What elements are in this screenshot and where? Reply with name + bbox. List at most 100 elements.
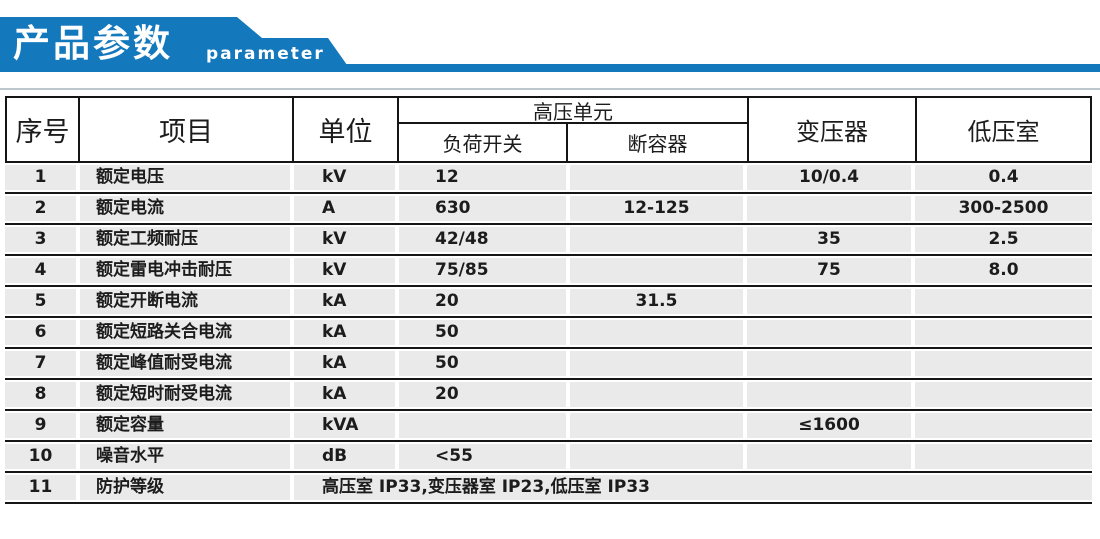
page-subtitle: parameter [206,44,325,64]
cell-lv-room [915,289,1092,314]
cell-lv-room [915,444,1092,469]
cell-unit: A [294,196,395,221]
table-row: 7 额定峰值耐受电流 kA 50 [5,349,1092,380]
page-title: 产品参数 [13,22,173,65]
table-row: 4 额定雷电冲击耐压 kV 75/85 75 8.0 [5,256,1092,287]
divider-line [0,88,1100,90]
cell-transformer [747,196,911,221]
cell-breaker [570,258,743,283]
cell-breaker [570,227,743,252]
cell-load-switch: 75/85 [399,258,566,283]
cell-unit: kA [294,320,395,345]
cell-load-switch: 12 [399,165,566,190]
cell-item: 额定雷电冲击耐压 [80,258,290,283]
cell-breaker [570,320,743,345]
cell-load-switch: 630 [399,196,566,221]
table-row: 6 额定短路关合电流 kA 50 [5,318,1092,349]
cell-no: 5 [5,289,76,314]
header-col-hv-unit: 高压单元 [399,98,747,124]
cell-item: 额定峰值耐受电流 [80,351,290,376]
cell-lv-room: 8.0 [915,258,1092,283]
cell-unit: kV [294,227,395,252]
table-header: 序号 项目 单位 高压单元 负荷开关 断容器 变压器 低压室 [5,96,1092,163]
header-col-no: 序号 [7,98,80,161]
cell-transformer [747,444,911,469]
cell-unit: kA [294,351,395,376]
table-row: 3 额定工频耐压 kV 42/48 35 2.5 [5,225,1092,256]
cell-transformer: ≤1600 [747,413,911,438]
cell-item: 防护等级 [80,475,290,500]
cell-load-switch: 50 [399,351,566,376]
cell-load-switch [399,413,566,438]
cell-load-switch: <55 [399,444,566,469]
cell-unit: kVA [294,413,395,438]
header-group-hv-unit: 高压单元 负荷开关 断容器 [399,98,749,161]
cell-lv-room [915,320,1092,345]
table-row: 5 额定开断电流 kA 20 31.5 [5,287,1092,318]
cell-item: 额定短时耐受电流 [80,382,290,407]
header-col-transformer: 变压器 [749,98,917,161]
table-body: 1 额定电压 kV 12 10/0.4 0.4 2 额定电流 A 630 12-125 300-250… [5,163,1092,504]
cell-transformer: 75 [747,258,911,283]
cell-load-switch: 42/48 [399,227,566,252]
table-row: 2 额定电流 A 630 12-125 300-2500 [5,194,1092,225]
banner-shape [0,17,1100,90]
cell-item: 额定容量 [80,413,290,438]
cell-transformer [747,320,911,345]
cell-lv-room [915,382,1092,407]
cell-lv-room [915,413,1092,438]
cell-no: 6 [5,320,76,345]
cell-transformer: 10/0.4 [747,165,911,190]
cell-unit: kA [294,289,395,314]
header-col-unit: 单位 [294,98,399,161]
cell-unit: kV [294,258,395,283]
cell-item: 额定短路关合电流 [80,320,290,345]
cell-item: 额定电压 [80,165,290,190]
cell-item: 额定电流 [80,196,290,221]
cell-no: 11 [5,475,76,500]
header-col-item: 项目 [80,98,294,161]
header-col-lv-room: 低压室 [967,118,1040,146]
cell-transformer [747,382,911,407]
cell-unit: kA [294,382,395,407]
cell-breaker: 12-125 [570,196,743,221]
cell-no: 7 [5,351,76,376]
cell-lv-room: 300-2500 [915,196,1092,221]
spec-table: 序号 项目 单位 高压单元 负荷开关 断容器 变压器 低压室 1 额定电压 kV 12… [5,96,1092,504]
cell-breaker [570,413,743,438]
cell-merged-value: 高压室 IP33,变压器室 IP23,低压室 IP33 [294,475,1092,500]
header-col-load-switch: 负荷开关 [399,124,568,161]
cell-no: 2 [5,196,76,221]
header-hv-subrow: 负荷开关 断容器 [399,124,747,161]
header-col-breaker: 断容器 [627,132,688,156]
banner-underline-bar [0,64,1100,72]
cell-transformer: 35 [747,227,911,252]
table-row: 8 额定短时耐受电流 kA 20 [5,380,1092,411]
cell-no: 8 [5,382,76,407]
cell-transformer [747,351,911,376]
cell-unit: kV [294,165,395,190]
cell-load-switch: 20 [399,289,566,314]
cell-lv-room: 0.4 [915,165,1092,190]
cell-breaker [570,444,743,469]
cell-load-switch: 20 [399,382,566,407]
table-row: 11 防护等级 高压室 IP33,变压器室 IP23,低压室 IP33 [5,473,1092,504]
cell-item: 额定工频耐压 [80,227,290,252]
table-row: 9 额定容量 kVA ≤1600 [5,411,1092,442]
cell-unit: dB [294,444,395,469]
cell-no: 3 [5,227,76,252]
cell-no: 4 [5,258,76,283]
banner-ribbon [0,17,352,72]
cell-item: 噪音水平 [80,444,290,469]
cell-no: 9 [5,413,76,438]
cell-no: 10 [5,444,76,469]
cell-lv-room: 2.5 [915,227,1092,252]
cell-breaker [570,351,743,376]
table-row: 1 额定电压 kV 12 10/0.4 0.4 [5,163,1092,194]
cell-load-switch: 50 [399,320,566,345]
cell-transformer [747,289,911,314]
cell-no: 1 [5,165,76,190]
cell-item: 额定开断电流 [80,289,290,314]
cell-breaker [570,382,743,407]
cell-breaker [570,165,743,190]
